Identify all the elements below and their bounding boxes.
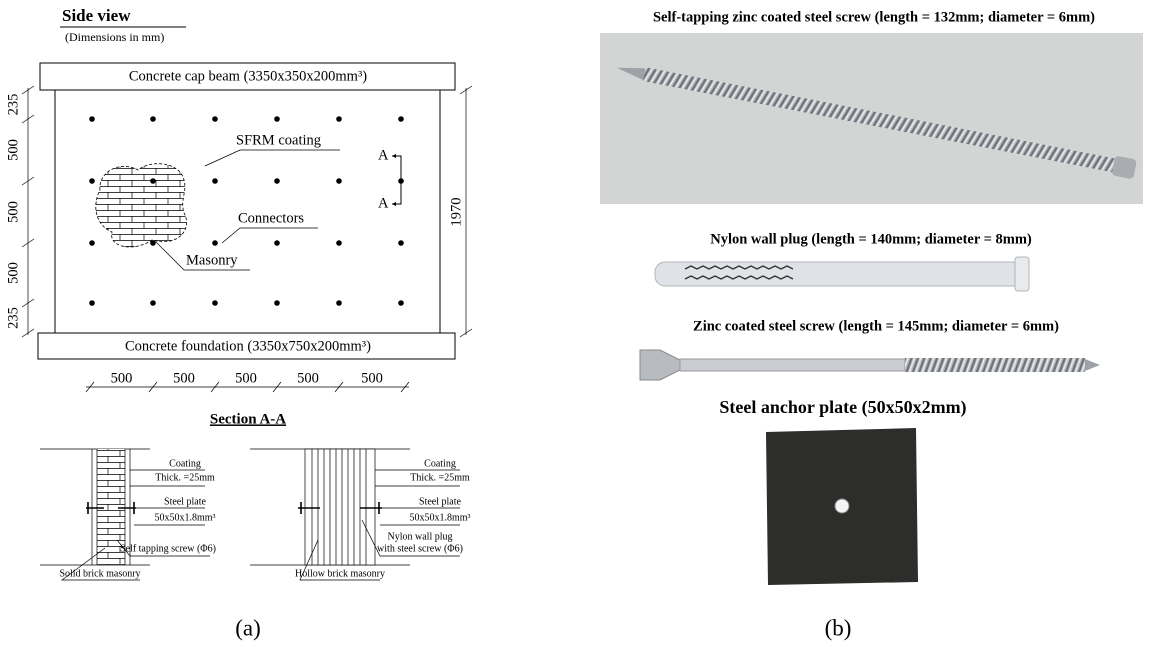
hollow-brick [305, 449, 375, 565]
figure: Side view (Dimensions in mm) Concrete ca… [0, 0, 1156, 647]
connector-dot [398, 300, 404, 306]
label: Self tapping screw (Φ6) [120, 543, 216, 554]
screw-head [1112, 156, 1137, 180]
page: Connector figure {"panel_a": { "title": … [0, 0, 1156, 647]
connector-dot [89, 178, 95, 184]
connector-dot [150, 240, 156, 246]
connector-dot [89, 240, 95, 246]
zinc-screw [640, 350, 1100, 380]
section-mark: A [378, 195, 389, 211]
connector-dot [212, 178, 218, 184]
units-note: (Dimensions in mm) [65, 30, 164, 44]
connector-dot [150, 116, 156, 122]
connector-dot [398, 116, 404, 122]
label: Solid brick masonry [59, 568, 140, 579]
dim-label: 500 [297, 370, 319, 386]
item-label: Zinc coated steel screw (length = 145mm;… [693, 318, 1059, 334]
screw-shank [680, 359, 905, 371]
plug-collar [1015, 257, 1029, 291]
connector-dot [398, 240, 404, 246]
section-arrow [392, 154, 396, 206]
item-label: Steel anchor plate (50x50x2mm) [719, 397, 966, 418]
dim-label: 500 [235, 370, 257, 386]
section-mark: A [378, 147, 389, 163]
cap-beam-label: Concrete cap beam (3350x350x200mm³) [129, 68, 367, 84]
label: 50x50x1.8mm³ [409, 512, 470, 523]
masonry-label: Masonry [186, 252, 238, 268]
connector-dot [274, 300, 280, 306]
label: Coating [424, 458, 456, 469]
coating-label: SFRM coating [236, 132, 321, 148]
connector-dot [89, 116, 95, 122]
side-view-title: Side view [62, 6, 131, 25]
dim-label: 235 [5, 94, 21, 116]
section-title: Section A-A [210, 411, 286, 427]
anchor-plate [766, 428, 918, 585]
item-label: Self-tapping zinc coated steel screw (le… [653, 9, 1095, 25]
label: 50x50x1.8mm³ [154, 512, 215, 523]
label: Steel plate [419, 496, 461, 507]
connector-dot [150, 300, 156, 306]
label: with steel screw (Φ6) [377, 543, 463, 554]
connector-dot [150, 178, 156, 184]
connector-dot [212, 116, 218, 122]
caption: (b) [825, 615, 852, 640]
nylon-plug [655, 257, 1029, 291]
leader [222, 228, 318, 243]
screw-thread [905, 358, 1085, 372]
dim-label: 500 [173, 370, 195, 386]
plate-hole [835, 499, 849, 513]
connector-dot [336, 116, 342, 122]
section-right: Coating Thick. =25mm Steel plate 50x50x1… [250, 449, 471, 580]
masonry-reveal [96, 164, 187, 247]
connector-dot [89, 300, 95, 306]
connector-dot [274, 116, 280, 122]
caption: (a) [235, 615, 261, 640]
leader [205, 150, 340, 166]
plug-body [655, 262, 1025, 286]
label: Coating [169, 458, 201, 469]
body: Side view (Dimensions in mm) Concrete ca… [0, 0, 1156, 647]
label: Thick. =25mm [155, 472, 215, 483]
connector-dot [274, 178, 280, 184]
connector-dot [274, 240, 280, 246]
height-dimension: 1970 [448, 198, 464, 227]
connector-dot [336, 300, 342, 306]
label: Nylon wall plug [388, 531, 453, 542]
connector-dot [336, 178, 342, 184]
dim-label: 500 [5, 201, 21, 223]
label: Steel plate [164, 496, 206, 507]
foundation-label: Concrete foundation (3350x750x200mm³) [125, 338, 371, 354]
item-label: Nylon wall plug (length = 140mm; diamete… [710, 231, 1032, 247]
connectors-label: Connectors [238, 210, 304, 226]
label: Thick. =25mm [410, 472, 470, 483]
dim-label: 235 [5, 307, 21, 329]
section-left: Coating Thick. =25mm Steel plate 50x50x1… [40, 449, 216, 580]
screw-head [640, 350, 680, 380]
dim-label: 500 [5, 262, 21, 284]
connector-dot [336, 240, 342, 246]
connector-dot [212, 300, 218, 306]
connector-dot [212, 240, 218, 246]
label: Hollow brick masonry [295, 568, 385, 579]
screw-tip [1085, 359, 1100, 371]
dim-label: 500 [5, 139, 21, 161]
dim-label: 500 [111, 370, 133, 386]
dim-label: 500 [361, 370, 383, 386]
